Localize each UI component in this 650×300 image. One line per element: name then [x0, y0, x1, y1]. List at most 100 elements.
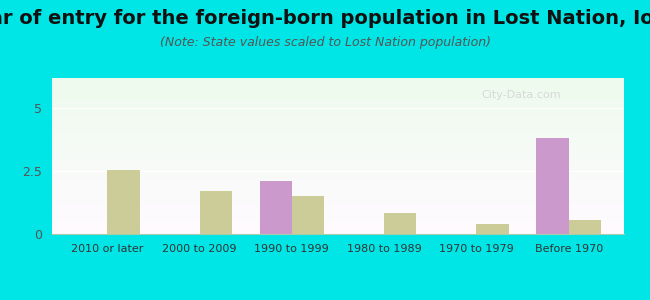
Bar [52, 94, 624, 95]
Bar [52, 211, 624, 212]
Bar [52, 169, 624, 170]
Bar [569, 220, 601, 234]
Bar [52, 120, 624, 122]
Bar [52, 140, 624, 142]
Bar [52, 98, 624, 100]
Bar [52, 89, 624, 91]
Bar [52, 215, 624, 217]
Bar [52, 123, 624, 125]
Bar [52, 78, 624, 80]
Bar [52, 192, 624, 194]
Bar [52, 198, 624, 200]
Bar [52, 189, 624, 190]
Bar [52, 167, 624, 169]
Bar [52, 145, 624, 147]
Bar [52, 128, 624, 130]
Bar [52, 218, 624, 220]
Bar [52, 130, 624, 131]
Bar [52, 158, 624, 159]
Bar [52, 153, 624, 154]
Bar [52, 114, 624, 116]
Bar [52, 175, 624, 176]
Bar [52, 221, 624, 223]
Bar [52, 80, 624, 81]
Bar [107, 170, 140, 234]
Bar [52, 165, 624, 167]
Bar [52, 83, 624, 84]
Bar [52, 184, 624, 186]
Bar [52, 117, 624, 118]
Bar [52, 147, 624, 148]
Bar [52, 136, 624, 137]
Bar [52, 201, 624, 203]
Bar [52, 95, 624, 97]
Bar [292, 196, 324, 234]
Bar [52, 150, 624, 151]
Bar [52, 109, 624, 111]
Bar [52, 226, 624, 228]
Text: Year of entry for the foreign-born population in Lost Nation, Iowa: Year of entry for the foreign-born popul… [0, 9, 650, 28]
Bar [52, 131, 624, 133]
Bar [52, 209, 624, 211]
Bar [52, 220, 624, 221]
Bar [52, 116, 624, 117]
Bar [52, 92, 624, 94]
Bar [52, 173, 624, 175]
Bar [52, 108, 624, 109]
Bar [52, 208, 624, 209]
Bar [52, 178, 624, 179]
Bar [52, 156, 624, 158]
Bar [52, 84, 624, 86]
Bar [52, 142, 624, 143]
Bar [384, 213, 417, 234]
Bar [52, 104, 624, 106]
Bar [52, 91, 624, 92]
Bar [52, 126, 624, 128]
Bar [52, 87, 624, 89]
Bar [52, 112, 624, 114]
Bar [52, 122, 624, 123]
Bar [52, 200, 624, 201]
Bar [52, 204, 624, 206]
Bar [476, 224, 509, 234]
Bar [52, 182, 624, 184]
Bar [200, 191, 232, 234]
Bar [52, 139, 624, 140]
Bar [259, 181, 292, 234]
Bar [52, 194, 624, 195]
Bar [52, 186, 624, 187]
Text: City-Data.com: City-Data.com [481, 91, 561, 100]
Bar [52, 176, 624, 178]
Bar [52, 181, 624, 182]
Bar [52, 118, 624, 120]
Bar [52, 179, 624, 181]
Bar [52, 196, 624, 198]
Bar [52, 111, 624, 112]
Bar [52, 143, 624, 145]
Bar [52, 151, 624, 153]
Bar [52, 159, 624, 161]
Bar [52, 195, 624, 196]
Bar [52, 214, 624, 215]
Bar [52, 229, 624, 231]
Bar [52, 170, 624, 172]
Bar [52, 137, 624, 139]
Bar [52, 106, 624, 108]
Bar [52, 203, 624, 204]
Bar [52, 212, 624, 214]
Bar [52, 187, 624, 189]
Bar [52, 206, 624, 208]
Bar [52, 228, 624, 229]
Bar [52, 190, 624, 192]
Bar [52, 217, 624, 218]
Bar [52, 101, 624, 103]
Bar [52, 103, 624, 104]
Bar [52, 86, 624, 87]
Bar [52, 154, 624, 156]
Bar [52, 148, 624, 150]
Bar [536, 138, 569, 234]
Bar [52, 232, 624, 234]
Bar [52, 97, 624, 98]
Bar [52, 162, 624, 164]
Text: (Note: State values scaled to Lost Nation population): (Note: State values scaled to Lost Natio… [159, 36, 491, 49]
